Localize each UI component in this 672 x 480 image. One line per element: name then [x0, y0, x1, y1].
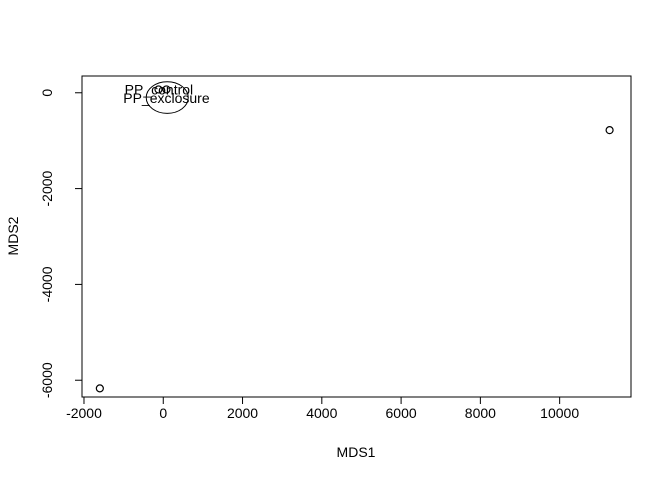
y-tick-label: -4000	[39, 266, 55, 302]
y-axis: -6000 -4000 -2000 0	[39, 89, 83, 398]
y-tick-label: -6000	[39, 362, 55, 398]
x-tick-label: 8000	[465, 405, 496, 421]
scatter-point	[95, 384, 104, 393]
scatter-point	[162, 85, 171, 94]
x-tick-label: -2000	[66, 405, 102, 421]
x-tick-label: 2000	[227, 405, 258, 421]
x-tick-label: 0	[159, 405, 167, 421]
y-tick-label: -2000	[39, 170, 55, 206]
point-label: PP_exclosure	[123, 90, 210, 106]
scatter-point	[154, 85, 163, 94]
y-tick-label: 0	[39, 89, 55, 97]
plot-box	[81, 75, 632, 398]
point-label: PP_control	[125, 81, 193, 97]
ellipse-layer	[145, 81, 189, 114]
y-axis-title: MDS2	[5, 216, 21, 255]
x-axis-title: MDS1	[337, 444, 376, 460]
x-tick-label: 6000	[386, 405, 417, 421]
points-layer	[95, 85, 614, 393]
x-tick-label: 10000	[540, 405, 579, 421]
scatter-point	[605, 126, 614, 135]
x-tick-label: 4000	[306, 405, 337, 421]
group-ellipse	[145, 81, 189, 114]
x-axis: -2000 0 2000 4000 6000 8000 10000	[66, 396, 579, 421]
